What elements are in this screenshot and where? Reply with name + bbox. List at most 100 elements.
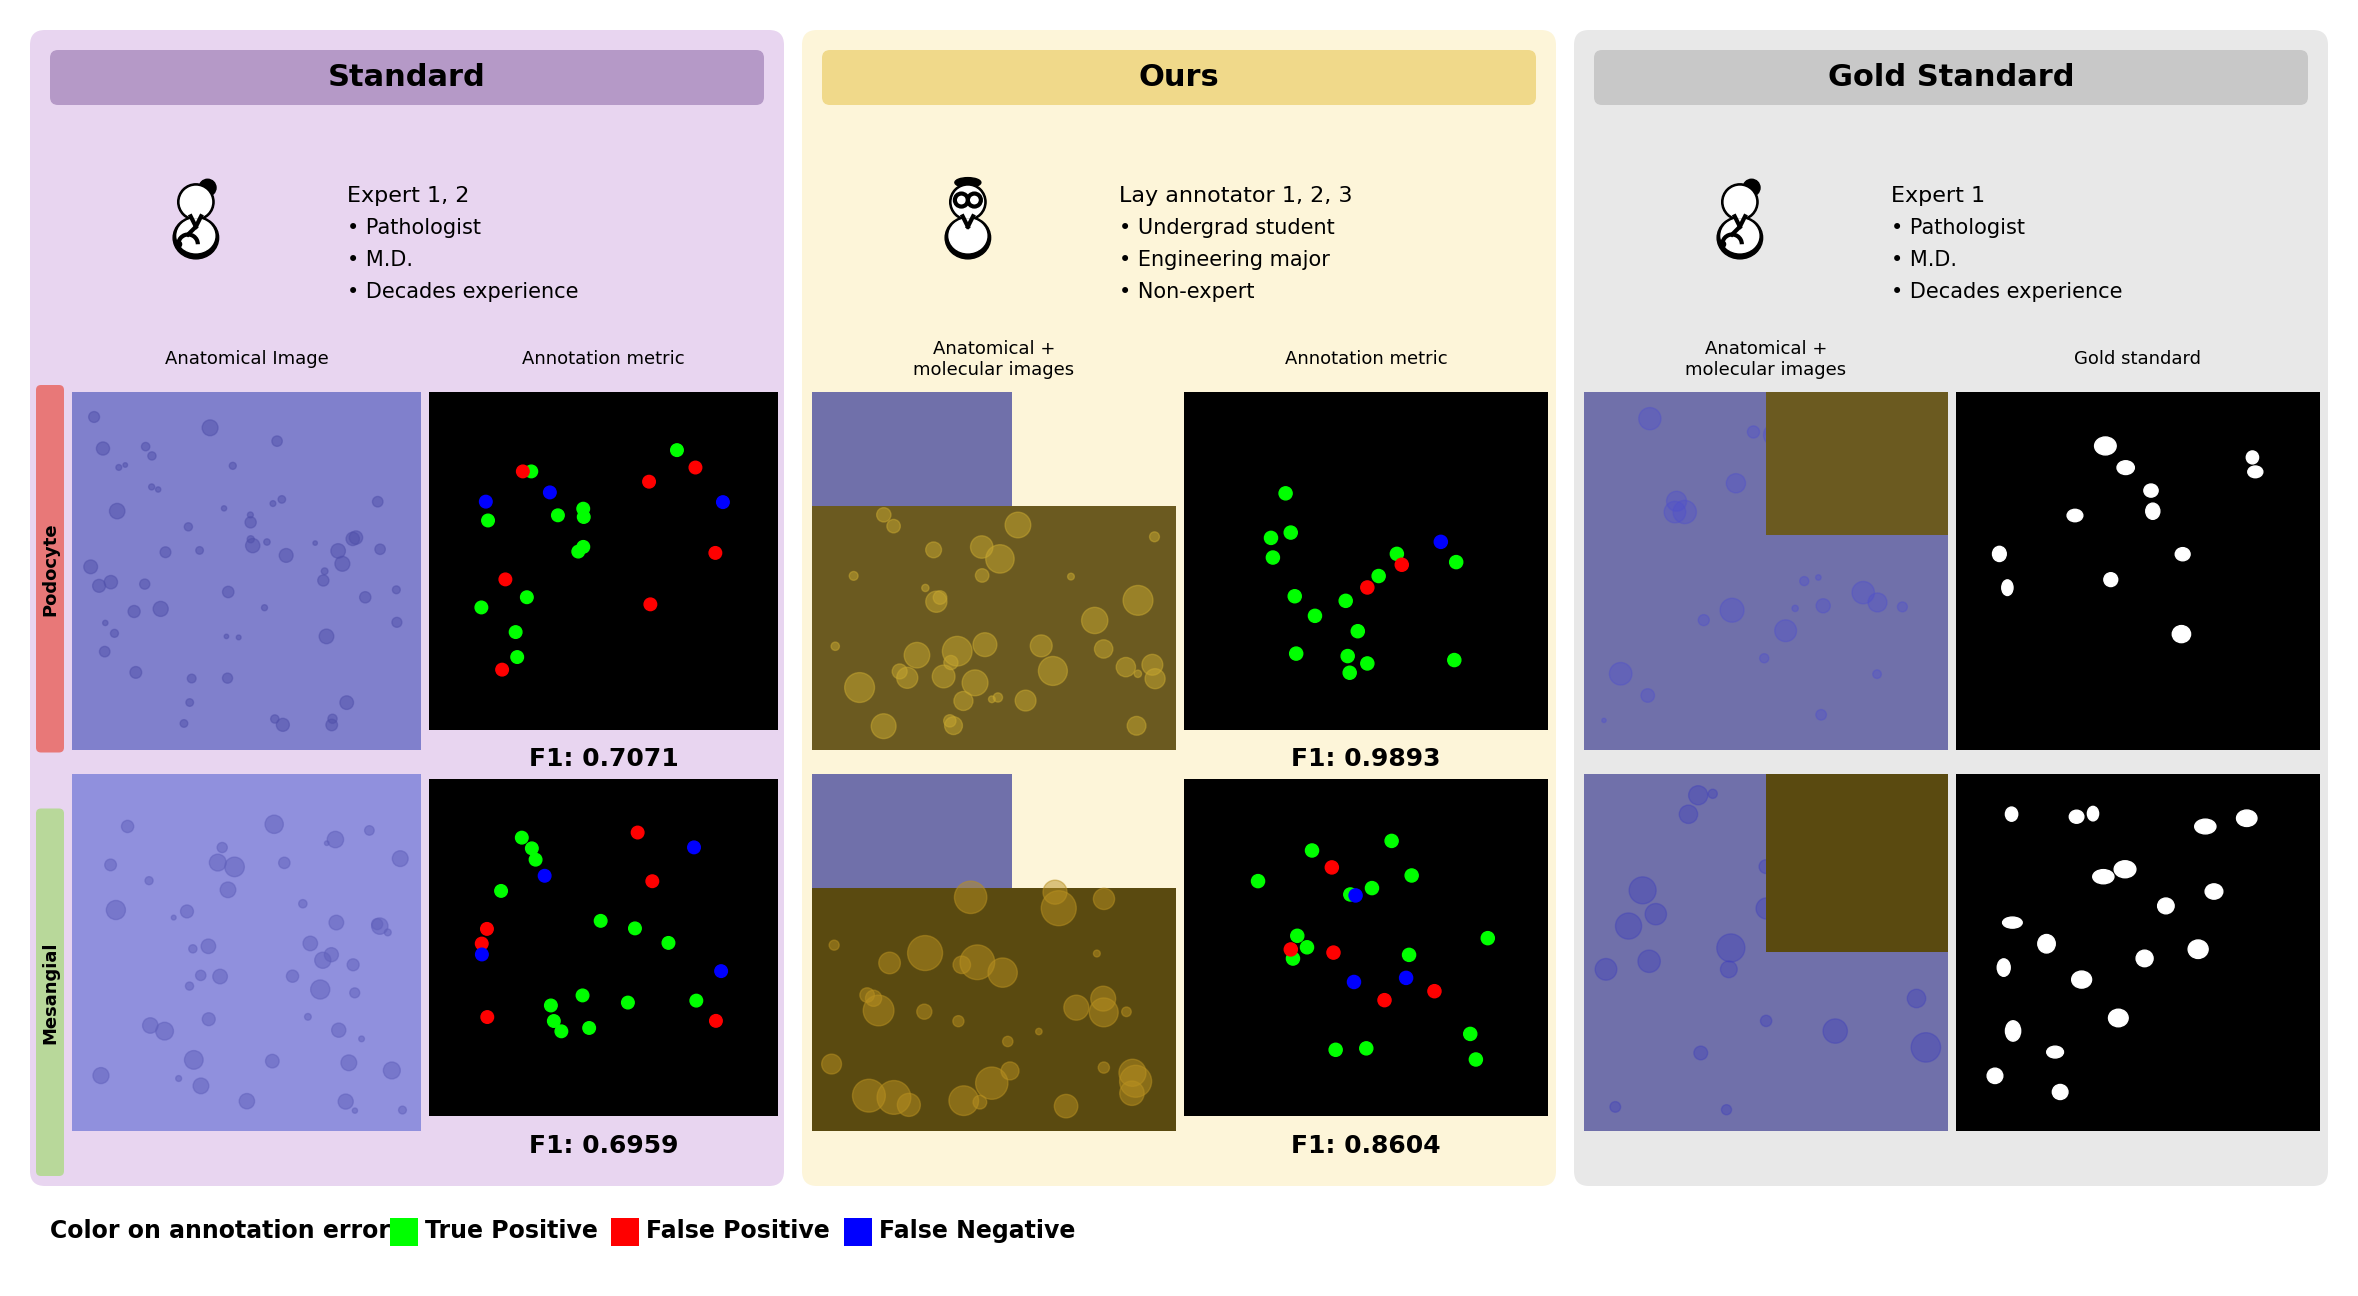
Circle shape: [1615, 912, 1641, 940]
Circle shape: [212, 969, 226, 984]
Circle shape: [1127, 717, 1146, 735]
Circle shape: [264, 815, 283, 833]
Circle shape: [476, 937, 488, 950]
Ellipse shape: [2205, 884, 2224, 899]
Circle shape: [1743, 179, 1759, 196]
Circle shape: [538, 870, 552, 883]
Circle shape: [476, 949, 488, 960]
Circle shape: [325, 947, 340, 962]
Circle shape: [1698, 614, 1710, 626]
Ellipse shape: [1993, 547, 2007, 561]
Circle shape: [271, 500, 276, 507]
Circle shape: [870, 714, 896, 739]
FancyBboxPatch shape: [1575, 30, 2327, 1186]
Circle shape: [1038, 657, 1068, 686]
Circle shape: [330, 915, 344, 929]
Circle shape: [971, 535, 993, 559]
Circle shape: [1816, 709, 1827, 721]
Circle shape: [1434, 535, 1448, 548]
Ellipse shape: [2188, 940, 2207, 959]
Circle shape: [210, 854, 226, 871]
Circle shape: [974, 632, 997, 657]
Circle shape: [516, 831, 528, 844]
Circle shape: [830, 642, 839, 651]
Circle shape: [545, 999, 556, 1012]
Circle shape: [200, 940, 215, 954]
Circle shape: [332, 1023, 347, 1037]
Ellipse shape: [948, 219, 986, 253]
FancyBboxPatch shape: [823, 51, 1535, 105]
Circle shape: [582, 1021, 597, 1034]
Circle shape: [1813, 923, 1827, 938]
Circle shape: [1764, 424, 1785, 446]
Circle shape: [1688, 785, 1707, 805]
Circle shape: [85, 560, 97, 574]
Circle shape: [1868, 594, 1886, 612]
Text: • Undergrad student: • Undergrad student: [1118, 218, 1335, 237]
Circle shape: [1771, 416, 1787, 432]
Circle shape: [1094, 888, 1115, 910]
Circle shape: [278, 548, 292, 562]
Circle shape: [1469, 1052, 1483, 1067]
Circle shape: [92, 579, 106, 592]
Circle shape: [373, 496, 382, 507]
Ellipse shape: [2073, 971, 2092, 988]
Circle shape: [500, 573, 512, 586]
Circle shape: [1094, 950, 1101, 956]
Circle shape: [276, 718, 290, 731]
Circle shape: [1134, 670, 1141, 678]
Circle shape: [1872, 670, 1882, 678]
Circle shape: [1747, 426, 1759, 438]
Circle shape: [153, 601, 167, 617]
Circle shape: [927, 542, 941, 557]
Circle shape: [177, 1076, 182, 1081]
Text: Gold Standard: Gold Standard: [1827, 64, 2075, 92]
Circle shape: [196, 547, 203, 555]
Circle shape: [1346, 976, 1361, 989]
Circle shape: [1151, 531, 1160, 542]
Text: Color on annotation error:: Color on annotation error:: [50, 1220, 399, 1243]
Circle shape: [1665, 502, 1686, 522]
Circle shape: [891, 664, 908, 679]
Circle shape: [993, 693, 1002, 702]
Circle shape: [1667, 491, 1686, 511]
Circle shape: [130, 666, 141, 678]
Circle shape: [974, 1095, 986, 1109]
Ellipse shape: [1717, 216, 1764, 259]
Circle shape: [1344, 666, 1356, 679]
Circle shape: [861, 988, 875, 1002]
Circle shape: [1761, 1015, 1771, 1026]
Circle shape: [248, 535, 255, 543]
Circle shape: [351, 1108, 358, 1113]
Circle shape: [186, 982, 193, 990]
Circle shape: [1646, 903, 1667, 925]
Circle shape: [1601, 718, 1606, 723]
Circle shape: [104, 621, 108, 626]
Circle shape: [1611, 1102, 1620, 1112]
Circle shape: [222, 505, 226, 511]
Circle shape: [495, 664, 509, 677]
Circle shape: [141, 1017, 158, 1033]
Text: Mesangial: Mesangial: [40, 941, 59, 1043]
Circle shape: [1391, 547, 1403, 560]
Circle shape: [330, 544, 344, 559]
Circle shape: [262, 605, 266, 610]
Ellipse shape: [2070, 810, 2084, 823]
Circle shape: [179, 719, 189, 727]
Circle shape: [347, 959, 358, 971]
Circle shape: [1372, 569, 1384, 583]
Circle shape: [179, 187, 212, 218]
Circle shape: [1365, 881, 1379, 894]
Circle shape: [934, 591, 948, 604]
Circle shape: [1403, 949, 1415, 962]
Circle shape: [1042, 880, 1068, 905]
Circle shape: [1450, 556, 1462, 569]
Circle shape: [1002, 1061, 1019, 1080]
Circle shape: [1823, 1019, 1846, 1043]
Bar: [811, 507, 1177, 749]
Circle shape: [318, 629, 335, 644]
Circle shape: [196, 971, 205, 981]
Circle shape: [1002, 1037, 1014, 1047]
Circle shape: [304, 936, 318, 951]
Circle shape: [953, 187, 983, 218]
